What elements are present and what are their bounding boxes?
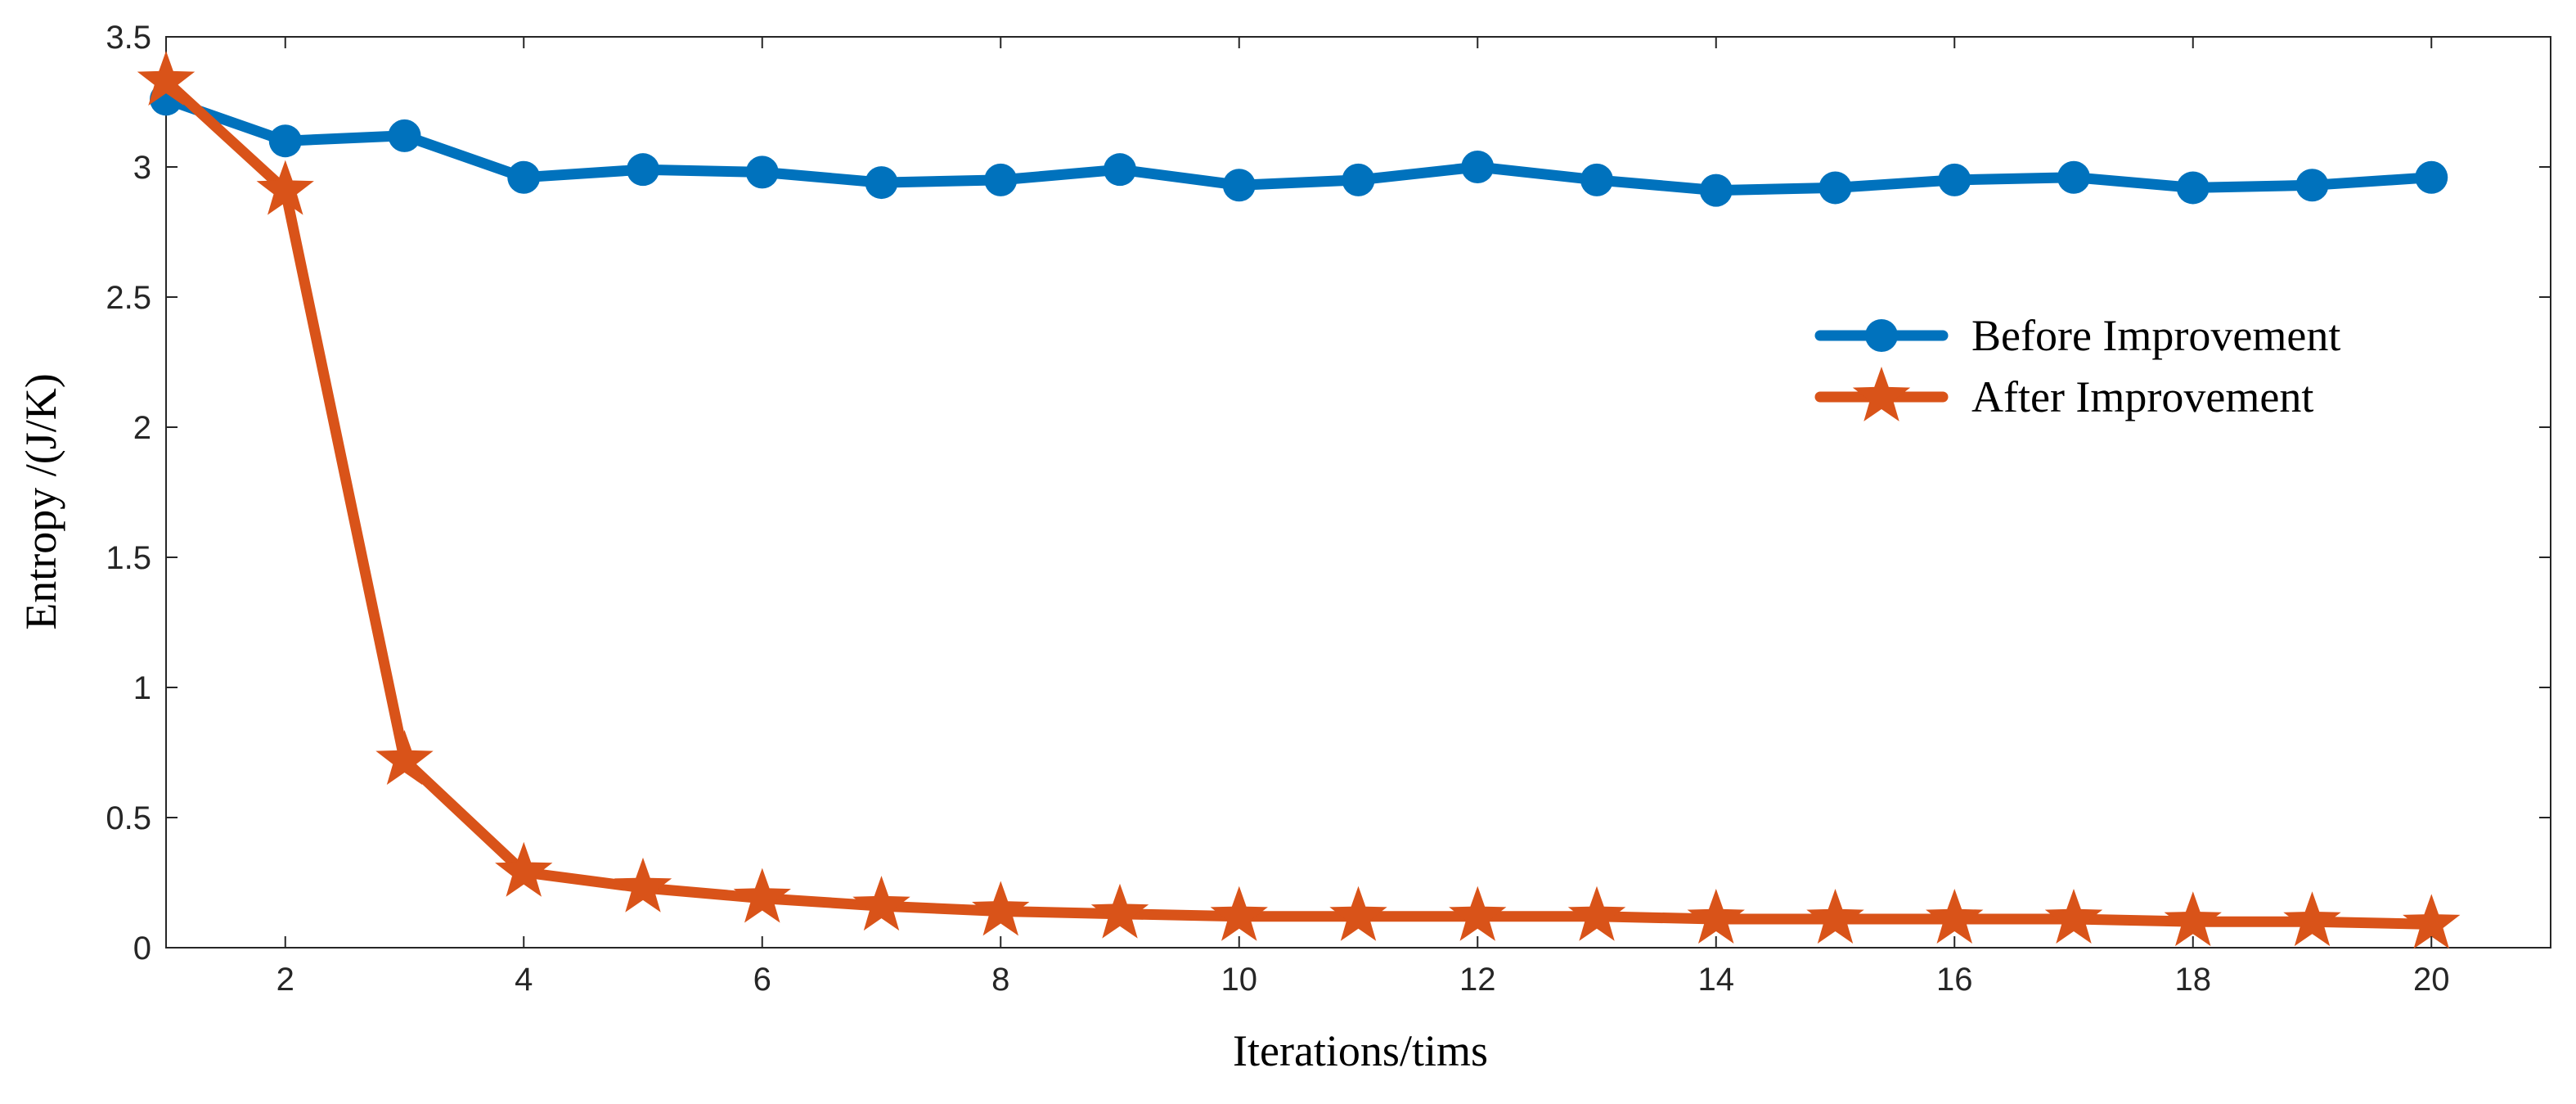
y-tick-label: 0.5 [106, 800, 151, 836]
data-point [1090, 883, 1149, 939]
x-tick-label: 18 [2175, 962, 2212, 998]
data-point [1449, 885, 1507, 941]
axes-layer: 2 4 6 8 10 12 14 16 18 20 0 0.5 1 1.5 2 2.5 3 3.5 [106, 20, 2551, 998]
x-tick-label: 6 [753, 962, 771, 998]
y-tick-label: 1.5 [106, 540, 151, 576]
series-layer [137, 51, 2461, 949]
data-point [388, 119, 421, 152]
legend-label: Before Improvement [1971, 311, 2340, 360]
data-point [2164, 891, 2222, 947]
series-1 [150, 83, 2448, 207]
x-tick-label: 8 [991, 962, 1009, 998]
y-axis-title: Entropy /(J/K) [16, 373, 65, 629]
data-point [1567, 885, 1626, 941]
y-tick-label: 3 [133, 150, 151, 186]
data-point [745, 155, 779, 189]
data-point [1104, 153, 1136, 187]
data-point [614, 857, 672, 912]
data-point [733, 867, 791, 923]
data-point [2176, 171, 2210, 205]
data-point [1210, 885, 1268, 941]
x-tick-label: 10 [1221, 962, 1258, 998]
data-point [1818, 171, 1852, 205]
data-point [137, 51, 196, 106]
data-point [2057, 160, 2090, 194]
data-point [627, 153, 659, 187]
legend: Before Improvement After Improvement [1814, 311, 2340, 421]
x-tick-label: 12 [1459, 962, 1496, 998]
data-point [984, 163, 1018, 196]
data-point [2415, 160, 2448, 194]
data-point [1938, 163, 1971, 196]
data-point [1222, 169, 1256, 202]
legend-label: After Improvement [1971, 372, 2313, 421]
series-line [160, 93, 2437, 196]
data-point [1687, 889, 1745, 944]
data-point [852, 876, 910, 931]
x-axis-title: Iterations/tims [1233, 1026, 1488, 1075]
data-point [495, 841, 553, 897]
y-tick-label: 2.5 [106, 280, 151, 316]
data-point [268, 124, 302, 158]
data-point [1329, 885, 1387, 941]
x-tick-label: 4 [515, 962, 533, 998]
data-point [1699, 173, 1733, 207]
x-tick-label: 14 [1698, 962, 1735, 998]
data-point [2295, 169, 2329, 202]
legend-marker [1865, 319, 1898, 352]
data-point [507, 160, 541, 194]
data-point [375, 730, 434, 785]
legend-marker [1852, 367, 1911, 421]
legend-item: After Improvement [1814, 367, 2313, 421]
series-line [160, 75, 2437, 930]
y-tick-label: 0 [133, 931, 151, 967]
data-point [1926, 889, 1984, 944]
y-tick-label: 1 [133, 670, 151, 706]
series-2 [137, 51, 2461, 949]
data-point [865, 166, 898, 200]
data-point [1342, 163, 1375, 196]
data-point [2044, 889, 2103, 944]
y-tick-label: 3.5 [106, 20, 151, 56]
data-point [972, 881, 1030, 936]
x-tick-label: 2 [276, 962, 294, 998]
x-tick-label: 20 [2413, 962, 2450, 998]
data-point [1580, 163, 1613, 196]
data-point [2403, 894, 2461, 949]
data-point [256, 160, 314, 215]
data-point [1461, 151, 1495, 183]
legend-item: Before Improvement [1814, 311, 2340, 360]
data-point [1806, 889, 1864, 944]
data-point [2283, 891, 2341, 947]
y-tick-label: 2 [133, 410, 151, 446]
x-tick-label: 16 [1936, 962, 1973, 998]
